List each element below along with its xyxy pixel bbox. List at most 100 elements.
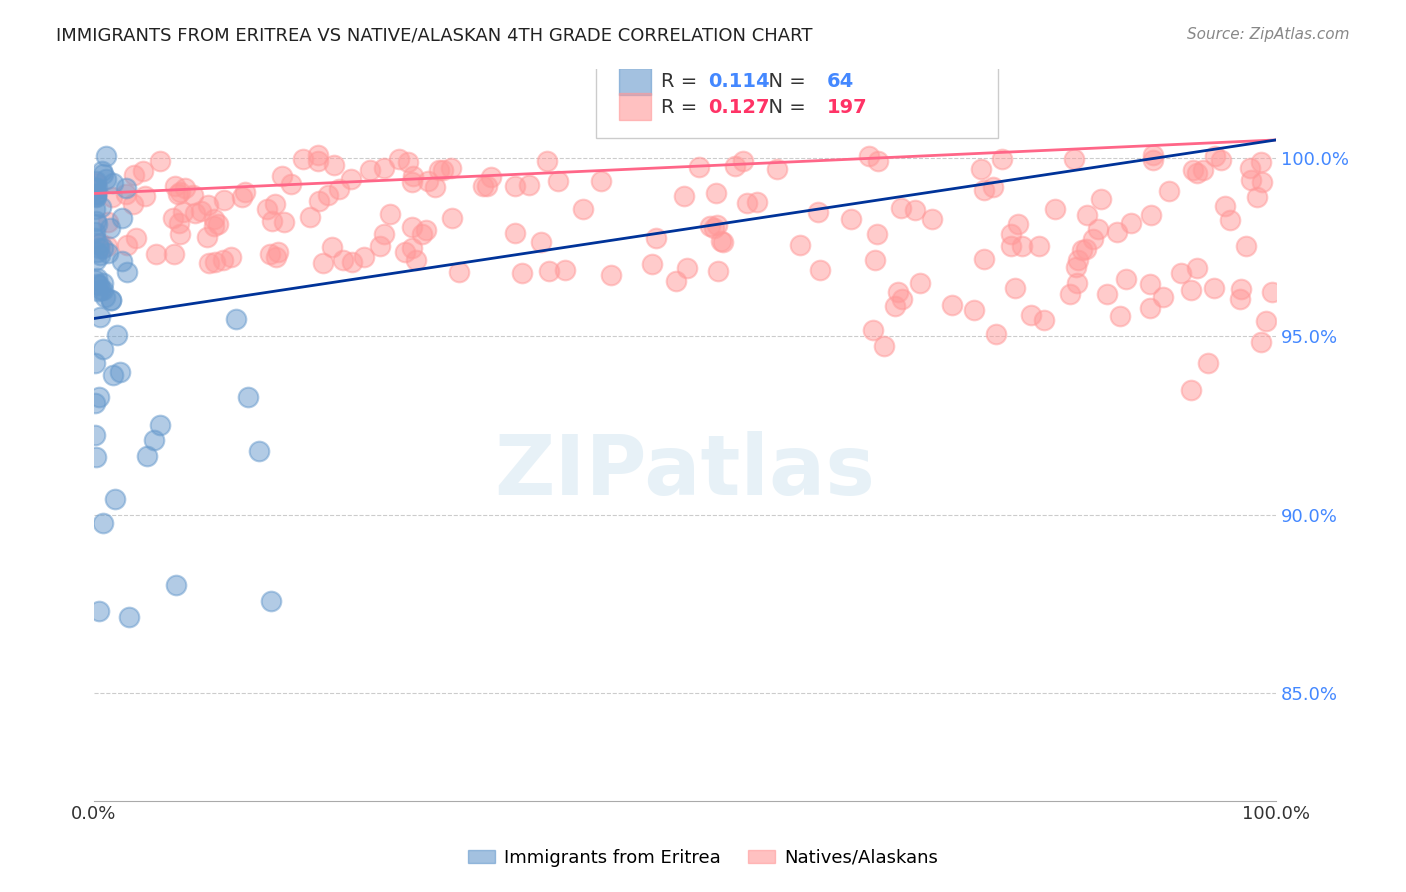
Point: [115, 264, 138, 278]
Point: [505, 178, 527, 193]
Point: [84, 214, 107, 228]
Point: [589, 174, 612, 188]
Point: [891, 292, 914, 306]
Point: [195, 230, 218, 244]
FancyBboxPatch shape: [619, 68, 651, 95]
Point: [1071, 243, 1094, 257]
Point: [1090, 192, 1112, 206]
Point: [87, 604, 110, 618]
Point: [1170, 266, 1192, 280]
Point: [312, 256, 335, 270]
FancyBboxPatch shape: [596, 62, 998, 138]
Point: [97, 215, 120, 229]
Point: [1197, 356, 1219, 370]
Point: [1121, 216, 1143, 230]
Point: [1139, 301, 1161, 315]
Point: [143, 433, 166, 447]
Point: [101, 190, 124, 204]
Point: [368, 239, 391, 253]
Point: [890, 202, 912, 216]
Point: [89, 241, 111, 255]
Point: [101, 176, 124, 190]
Point: [554, 262, 576, 277]
Point: [1180, 283, 1202, 297]
Point: [108, 365, 131, 379]
Point: [711, 235, 734, 249]
Point: [672, 189, 695, 203]
Point: [197, 256, 219, 270]
Point: [886, 285, 908, 299]
Point: [904, 202, 927, 217]
Point: [207, 217, 229, 231]
Point: [96, 172, 118, 186]
Point: [1239, 161, 1261, 175]
Point: [162, 211, 184, 226]
Point: [115, 238, 138, 252]
Point: [114, 180, 136, 194]
Point: [1000, 227, 1022, 241]
Point: [1095, 287, 1118, 301]
Point: [388, 153, 411, 167]
Point: [84, 273, 107, 287]
Point: [84, 202, 107, 217]
Point: [641, 257, 664, 271]
Point: [163, 247, 186, 261]
Point: [89, 277, 111, 292]
Point: [1251, 175, 1274, 189]
Point: [991, 152, 1014, 166]
Point: [91, 342, 114, 356]
Point: [378, 207, 401, 221]
Point: [973, 183, 995, 197]
Point: [866, 227, 889, 241]
Point: [1021, 308, 1043, 322]
Point: [447, 265, 470, 279]
Point: [1076, 208, 1098, 222]
Point: [572, 202, 595, 216]
Text: R =: R =: [661, 72, 704, 91]
Point: [808, 262, 831, 277]
Point: [321, 240, 343, 254]
Point: [353, 250, 375, 264]
Point: [921, 211, 943, 226]
Point: [86, 245, 108, 260]
Point: [1204, 281, 1226, 295]
Point: [472, 179, 495, 194]
Point: [94, 290, 117, 304]
Point: [373, 227, 395, 241]
Point: [84, 450, 107, 464]
Point: [100, 293, 122, 307]
Point: [427, 163, 450, 178]
Point: [101, 368, 124, 383]
Point: [89, 310, 111, 324]
Point: [883, 299, 905, 313]
Point: [1043, 202, 1066, 216]
Point: [704, 186, 727, 200]
Point: [316, 188, 339, 202]
Text: ZIPatlas: ZIPatlas: [495, 431, 876, 512]
Point: [169, 227, 191, 241]
Point: [441, 211, 464, 225]
Point: [858, 149, 880, 163]
Point: [145, 247, 167, 261]
Point: [1087, 221, 1109, 235]
Point: [84, 174, 107, 188]
Point: [401, 241, 423, 255]
Point: [1139, 277, 1161, 292]
Point: [84, 396, 107, 410]
Point: [94, 149, 117, 163]
Point: [84, 190, 107, 204]
Point: [280, 177, 302, 191]
Point: [1229, 282, 1251, 296]
Point: [415, 222, 437, 236]
Point: [530, 235, 553, 249]
Point: [111, 254, 134, 268]
Point: [538, 264, 561, 278]
Point: [332, 252, 354, 267]
Point: [1229, 292, 1251, 306]
FancyBboxPatch shape: [619, 94, 651, 120]
Point: [373, 161, 395, 175]
Point: [86, 271, 108, 285]
Point: [340, 255, 363, 269]
Point: [1187, 260, 1209, 275]
Point: [983, 179, 1005, 194]
